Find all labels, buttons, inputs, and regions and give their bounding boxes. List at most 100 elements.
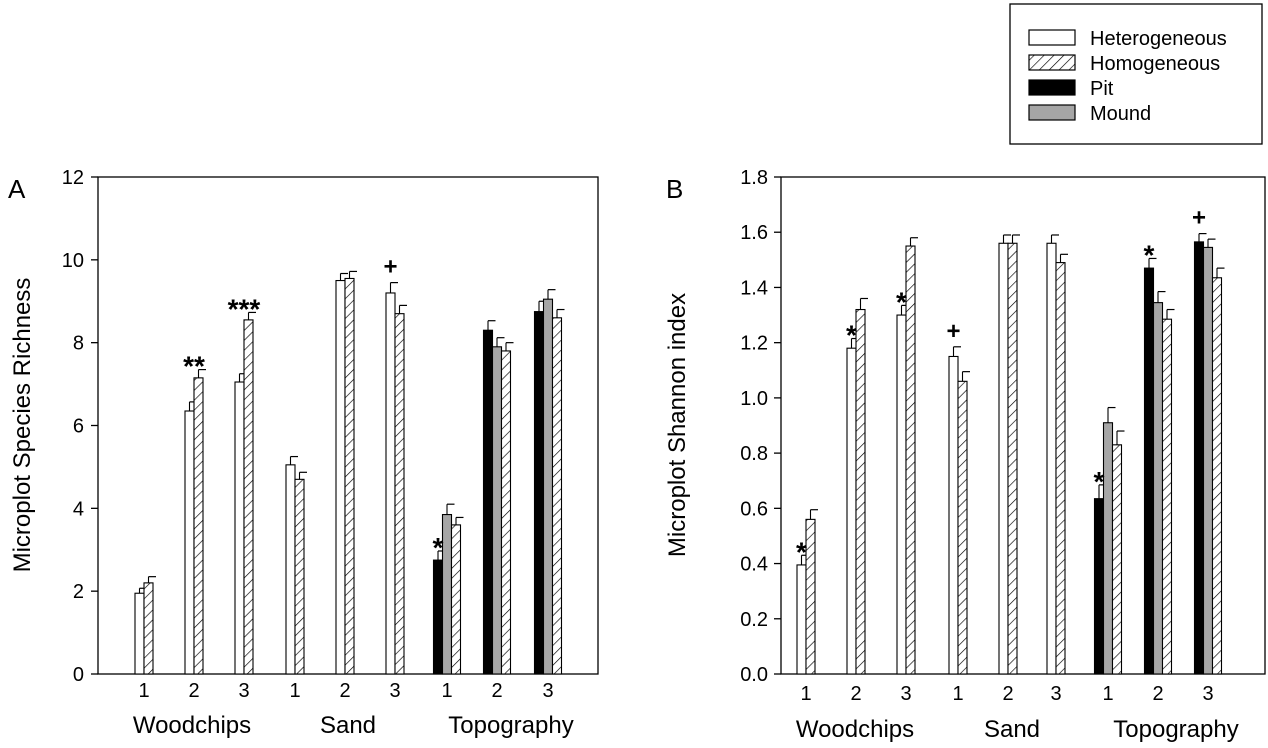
x-tick-label: 3	[542, 680, 553, 702]
panel-b-group-label-topography: Topography	[1113, 716, 1238, 743]
y-tick-label: 6	[73, 416, 84, 438]
y-tick-label: 0.4	[740, 554, 768, 576]
significance-annotation: *	[1144, 239, 1155, 270]
bar-heterogeneous	[948, 355, 959, 675]
panel-b-group-label-sand: Sand	[984, 716, 1040, 743]
x-tick-label: 3	[389, 680, 400, 702]
panel-a-label: A	[8, 174, 26, 204]
x-tick-label: 1	[138, 680, 149, 702]
x-tick-label: 2	[1152, 683, 1163, 705]
x-tick-label: 1	[441, 680, 452, 702]
bar-homogeneous	[1161, 318, 1173, 675]
panel-b-bars	[796, 233, 1225, 675]
bar-mound	[441, 513, 453, 675]
x-tick-label: 2	[188, 680, 199, 702]
bar-homogeneous	[344, 277, 355, 675]
bar-heterogeneous	[285, 464, 296, 675]
panel-a-x-tick-labels: 1 2 3 1 2 3 1 2 3	[138, 680, 553, 702]
legend-swatch-heterogeneous	[1028, 29, 1076, 46]
panel-b-y-axis-label: Microplot Shannon index	[664, 293, 691, 557]
significance-annotation: ***	[228, 293, 261, 324]
y-tick-label: 12	[62, 167, 84, 189]
bar-mound	[491, 346, 503, 675]
significance-annotation: +	[1192, 205, 1206, 232]
y-tick-label: 0.0	[740, 664, 768, 686]
bar-homogeneous	[905, 245, 916, 675]
x-tick-label: 3	[1050, 683, 1061, 705]
bar-homogeneous	[1211, 277, 1223, 675]
panel-a-bars	[134, 270, 565, 675]
y-tick-label: 0	[73, 664, 84, 686]
panel-b: B Microplot Shannon index 0.00.20.40.60.…	[664, 167, 1266, 743]
bar-homogeneous	[294, 478, 305, 675]
bar-homogeneous	[243, 319, 254, 675]
panel-b-annotations: * * * + * * +	[796, 205, 1206, 568]
bar-homogeneous	[500, 350, 512, 675]
x-tick-label: 3	[900, 683, 911, 705]
significance-annotation: *	[433, 532, 444, 563]
bar-pit	[482, 329, 494, 675]
bar-heterogeneous	[846, 347, 857, 675]
bar-heterogeneous	[134, 592, 145, 675]
legend-swatch-homogeneous	[1028, 54, 1076, 71]
panel-a-group-label-woodchips: Woodchips	[133, 712, 251, 739]
x-tick-label: 2	[850, 683, 861, 705]
bar-mound	[1102, 422, 1114, 675]
x-tick-label: 3	[238, 680, 249, 702]
y-tick-label: 1.0	[740, 388, 768, 410]
significance-annotation: *	[896, 286, 907, 317]
bar-pit	[1193, 241, 1205, 675]
x-tick-label: 2	[1002, 683, 1013, 705]
bar-heterogeneous	[1046, 242, 1057, 675]
significance-annotation: +	[946, 318, 960, 345]
bar-heterogeneous	[796, 564, 807, 675]
y-tick-label: 1.2	[740, 333, 768, 355]
y-tick-label: 0.2	[740, 609, 768, 631]
bar-heterogeneous	[998, 242, 1009, 675]
significance-annotation: *	[796, 536, 807, 567]
y-tick-label: 1.4	[740, 277, 768, 299]
legend-label-pit: Pit	[1090, 78, 1114, 100]
bar-homogeneous	[193, 377, 204, 675]
significance-annotation: *	[1094, 466, 1105, 497]
y-tick-label: 10	[62, 250, 84, 272]
panel-a-group-label-sand: Sand	[320, 712, 376, 739]
panel-b-x-tick-labels: 1 2 3 1 2 3 1 2 3	[800, 683, 1213, 705]
y-tick-label: 2	[73, 581, 84, 603]
legend-swatch-mound	[1028, 104, 1076, 121]
y-tick-label: 4	[73, 498, 84, 520]
panel-b-label: B	[666, 174, 683, 204]
legend: Heterogeneous Homogeneous Pit Mound	[1009, 3, 1263, 145]
bar-pit	[1093, 498, 1105, 675]
bar-homogeneous	[450, 524, 462, 675]
bar-heterogeneous	[234, 381, 245, 675]
bar-homogeneous	[394, 313, 405, 675]
y-tick-label: 1.8	[740, 167, 768, 189]
significance-annotation: **	[183, 351, 205, 382]
bar-homogeneous	[855, 308, 866, 675]
bar-homogeneous	[1007, 242, 1018, 675]
bar-homogeneous	[551, 317, 563, 675]
y-tick-label: 0.6	[740, 498, 768, 520]
panel-b-y-ticks: 0.0 0.2 0.4 0.6 0.8 1.0 1.2 1.4 1.6 1.8	[740, 167, 781, 686]
x-tick-label: 1	[800, 683, 811, 705]
legend-label-homogeneous: Homogeneous	[1090, 53, 1220, 75]
x-tick-label: 3	[1202, 683, 1213, 705]
legend-label-heterogeneous: Heterogeneous	[1090, 28, 1227, 50]
x-tick-label: 1	[289, 680, 300, 702]
x-tick-label: 1	[952, 683, 963, 705]
bar-homogeneous	[805, 518, 816, 675]
legend-swatch-pit	[1028, 79, 1076, 96]
bar-heterogeneous	[385, 292, 396, 675]
bar-pit	[1143, 267, 1155, 675]
bar-mound	[1152, 302, 1164, 675]
bar-homogeneous	[1111, 444, 1123, 675]
bar-mound	[1202, 246, 1214, 675]
y-tick-label: 8	[73, 333, 84, 355]
bar-pit	[432, 559, 444, 675]
bar-mound	[542, 298, 554, 675]
panel-a-group-label-topography: Topography	[448, 712, 573, 739]
panel-b-plot-frame	[780, 176, 1266, 675]
